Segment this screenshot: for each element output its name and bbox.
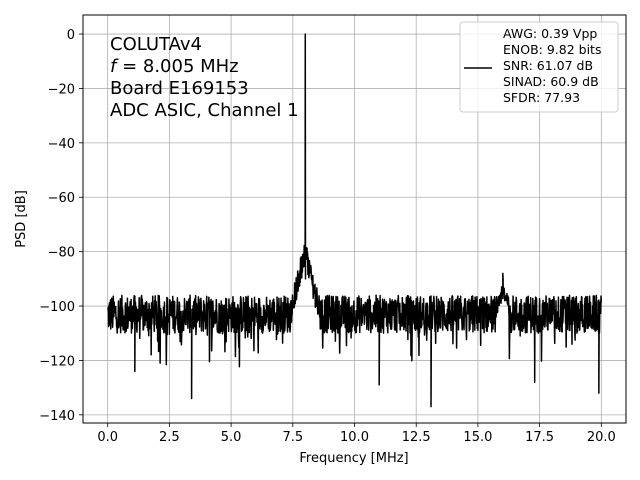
x-tick-label: 2.5 — [159, 430, 180, 445]
annotation-text: ADC ASIC, Channel 1 — [110, 100, 299, 121]
x-tick-label: 20.0 — [587, 430, 616, 445]
annotation-line: f = 8.005 MHz — [110, 56, 239, 77]
x-tick-label: 0.0 — [97, 430, 118, 445]
x-ticks: 0.0 2.5 5.0 7.5 10.0 12.5 15.0 17.5 20.0 — [97, 423, 616, 445]
annotation-text: Board E169153 — [110, 78, 249, 99]
x-tick-label: 7.5 — [282, 430, 303, 445]
series-group — [106, 33, 603, 408]
legend-entry: SNR: 61.07 dB — [503, 58, 593, 73]
x-tick-label: 10.0 — [340, 430, 369, 445]
y-tick-label: −120 — [39, 354, 75, 369]
y-tick-label: −60 — [48, 191, 75, 206]
annotation-italic: f — [110, 56, 119, 77]
y-tick-label: −140 — [39, 409, 75, 424]
y-tick-label: 0 — [67, 28, 75, 43]
legend-entry: SFDR: 77.93 — [503, 90, 580, 105]
legend-entry: ENOB: 9.82 bits — [503, 42, 601, 57]
y-tick-label: −20 — [48, 82, 75, 97]
y-tick-label: −100 — [39, 300, 75, 315]
y-axis-label: PSD [dB] — [14, 190, 29, 248]
annotation-line: Board E169153 — [110, 78, 249, 99]
y-tick-label: −40 — [48, 137, 75, 152]
annotation-text: COLUTAv4 — [110, 34, 202, 55]
annotation-text: = 8.005 MHz — [116, 56, 238, 77]
x-tick-label: 17.5 — [525, 430, 554, 445]
x-tick-label: 15.0 — [463, 430, 492, 445]
x-axis-label: Frequency [MHz] — [299, 451, 408, 466]
y-tick-label: −80 — [48, 246, 75, 261]
x-tick-label: 12.5 — [402, 430, 431, 445]
legend-entry: SINAD: 60.9 dB — [503, 74, 599, 89]
annotation-line: COLUTAv4 — [110, 34, 202, 55]
legend-entry: AWG: 0.39 Vpp — [503, 26, 597, 41]
y-ticks: 0 −20 −40 −60 −80 −100 −120 −140 — [39, 28, 83, 424]
annotation-line: ADC ASIC, Channel 1 — [110, 100, 299, 121]
psd-series-line — [106, 33, 603, 408]
legend-box — [459, 21, 619, 113]
x-tick-label: 5.0 — [221, 430, 242, 445]
